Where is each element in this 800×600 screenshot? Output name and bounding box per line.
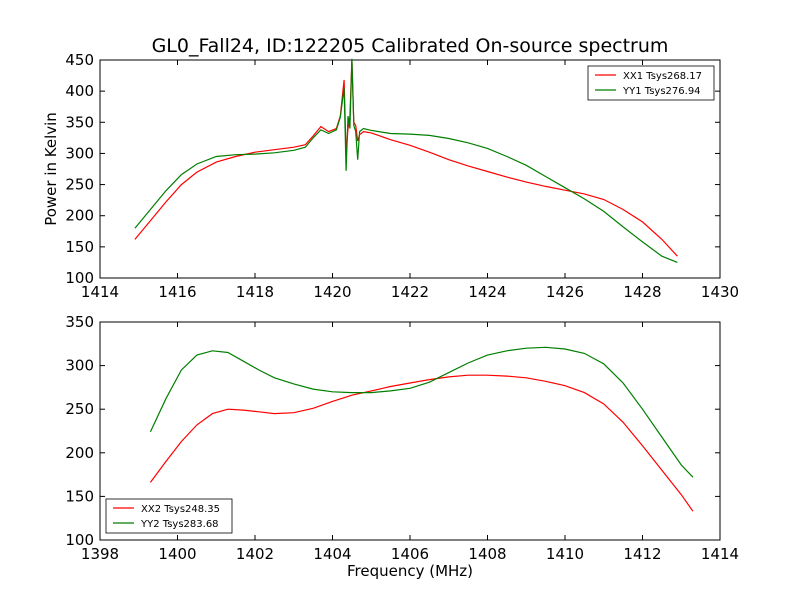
y-tick-label: 400: [65, 82, 94, 100]
x-tick-label: 1398: [81, 545, 119, 563]
top-series-lines: [134, 58, 678, 263]
x-tick-label: 1428: [623, 283, 661, 301]
legend-label-1: XX1 Tsys268.17: [623, 71, 702, 82]
x-tick-label: 1426: [546, 283, 584, 301]
series-line-2: [134, 58, 678, 263]
y-tick-label: 350: [65, 313, 94, 331]
figure-title: GL0_Fall24, ID:122205 Calibrated On-sour…: [152, 35, 669, 57]
legend-label-2: YY1 Tsys276.94: [622, 86, 701, 97]
x-tick-label: 1412: [623, 545, 661, 563]
x-tick-label: 1424: [468, 283, 506, 301]
x-tick-label: 1422: [391, 283, 429, 301]
x-tick-label: 1402: [236, 545, 274, 563]
legend-label-2: YY2 Tsys283.68: [140, 519, 219, 530]
y-tick-label: 200: [65, 207, 94, 225]
y-tick-label: 300: [65, 144, 94, 162]
x-tick-label: 1400: [158, 545, 196, 563]
y-tick-label: 300: [65, 357, 94, 375]
y-tick-label: 100: [65, 531, 94, 549]
top-ticks: 1414 1416 1418 1420 1422 1424 1426 1428 1430 100 1…: [65, 51, 739, 301]
y-tick-label: 150: [65, 487, 94, 505]
x-tick-label: 1420: [313, 283, 351, 301]
x-tick-label: 1414: [81, 283, 119, 301]
legend-box: [105, 498, 233, 534]
x-tick-label: 1410: [546, 545, 584, 563]
y-tick-label: 250: [65, 176, 94, 194]
x-tick-label: 1430: [701, 283, 739, 301]
bottom-legend: XX2 Tsys248.35 YY2 Tsys283.68: [105, 498, 233, 534]
x-tick-label: 1418: [236, 283, 274, 301]
x-tick-label: 1416: [158, 283, 196, 301]
top-legend: XX1 Tsys268.17 YY1 Tsys276.94: [587, 65, 715, 101]
legend-box: [587, 65, 715, 101]
y-tick-label: 250: [65, 400, 94, 418]
y-tick-label: 350: [65, 113, 94, 131]
y-tick-label: 150: [65, 238, 94, 256]
y-axis-label: Power in Kelvin: [42, 112, 60, 226]
legend-label-1: XX2 Tsys248.35: [141, 504, 220, 515]
top-axes: 1414 1416 1418 1420 1422 1424 1426 1428 1430 100 1…: [65, 51, 739, 301]
x-axis-label: Frequency (MHz): [347, 562, 473, 580]
x-tick-label: 1414: [701, 545, 739, 563]
x-tick-label: 1408: [468, 545, 506, 563]
x-tick-label: 1404: [313, 545, 351, 563]
series-line-1: [149, 374, 694, 512]
x-tick-label: 1406: [391, 545, 429, 563]
y-tick-label: 200: [65, 444, 94, 462]
bottom-axes: 1398 1400 1402 1404 1406 1408 1410 1412 1414 100 1…: [65, 313, 739, 563]
series-line-2: [149, 346, 694, 478]
bottom-ticks: 1398 1400 1402 1404 1406 1408 1410 1412 1414 100 1…: [65, 313, 739, 563]
y-tick-label: 450: [65, 51, 94, 69]
y-tick-label: 100: [65, 269, 94, 287]
bottom-series-lines: [149, 346, 694, 512]
